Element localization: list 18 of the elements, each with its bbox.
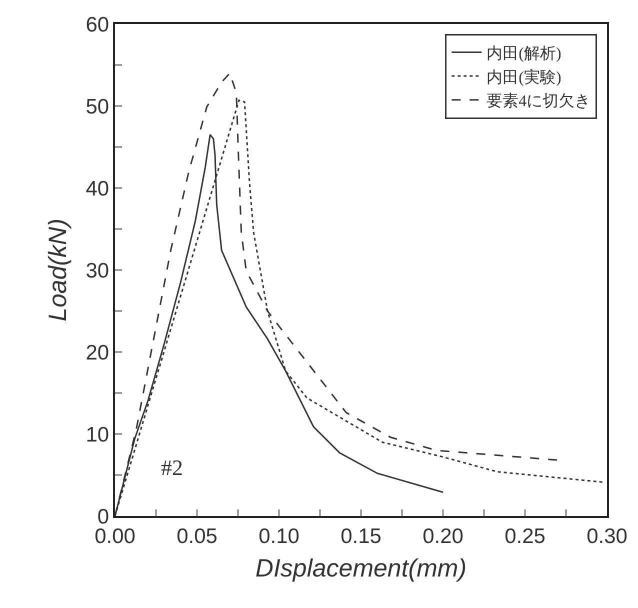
legend-label: 内田(解析): [486, 44, 562, 62]
y-tick-label: 10: [86, 423, 110, 446]
x-axis-title: DIsplacement(mm): [255, 554, 467, 582]
x-tick-label: 0.05: [176, 524, 218, 548]
y-tick-label: 40: [86, 177, 110, 200]
legend-label: 要素4に切欠き: [486, 92, 591, 110]
y-tick-label: 50: [86, 95, 110, 118]
x-tick-label: 0.30: [586, 524, 628, 548]
x-tick-label: 0.10: [258, 524, 300, 548]
y-tick-label: 60: [86, 13, 110, 36]
legend-label: 内田(実験): [486, 68, 562, 86]
x-tick-label: 0.15: [340, 524, 382, 548]
x-tick-label: 0.20: [422, 524, 464, 548]
y-tick-label: 20: [86, 341, 110, 364]
y-axis-title: Load(kN): [44, 218, 72, 322]
annotation: #2: [161, 455, 183, 480]
x-tick-label: 0.25: [504, 524, 546, 548]
y-tick-label: 30: [86, 259, 110, 282]
